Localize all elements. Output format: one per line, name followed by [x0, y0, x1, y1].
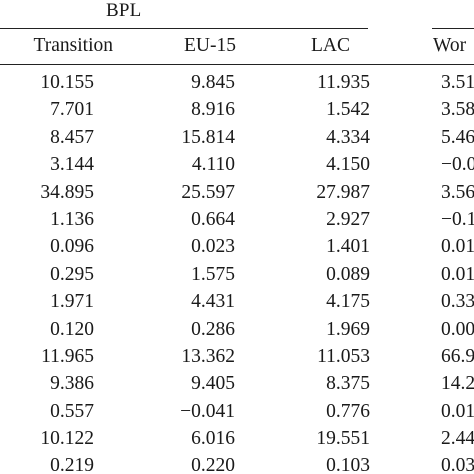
- table-cell: 1.971: [50, 291, 94, 313]
- table-cell: 0.295: [50, 263, 94, 285]
- table-row: 0.219 0.220 0.103 0.03: [0, 454, 474, 474]
- table-cell: 0.664: [191, 208, 235, 230]
- table-cell: 4.431: [191, 291, 235, 313]
- column-header-transition: Transition: [33, 35, 113, 56]
- table-cell: 1.969: [326, 318, 370, 340]
- group-rule-left: [0, 28, 368, 29]
- table-cell: 4.110: [191, 154, 235, 176]
- table-cell: −0.1: [441, 208, 474, 230]
- table-cell: 4.150: [326, 154, 370, 176]
- table-cell: 5.46: [441, 126, 474, 148]
- column-header-eu-15: EU-15: [184, 35, 236, 56]
- header-rule: [0, 64, 474, 65]
- table-cell: 0.023: [191, 236, 235, 258]
- table-cell: 3.51: [441, 72, 474, 93]
- table-cell: 8.457: [50, 126, 94, 148]
- table-cell: 3.56: [441, 181, 474, 203]
- table-cell: 15.814: [181, 126, 235, 148]
- table-cell: 0.219: [50, 455, 94, 474]
- table-cell: 1.136: [50, 208, 94, 230]
- table-cell: 1.575: [191, 263, 235, 285]
- table-cell: 2.927: [326, 208, 370, 230]
- table-cell: 1.401: [326, 236, 370, 258]
- table-row: 1.136 0.664 2.927 −0.1: [0, 208, 474, 235]
- table-cell: 0.103: [326, 455, 370, 474]
- table-row: 10.122 6.016 19.551 2.44: [0, 427, 474, 454]
- table-cell: 0.557: [50, 400, 94, 422]
- table-cell: −0.0: [441, 154, 474, 176]
- table-cell: 0.01: [441, 400, 474, 422]
- table-cell: 9.405: [191, 373, 235, 395]
- table-cell: 3.144: [50, 154, 94, 176]
- table-cell: 0.286: [191, 318, 235, 340]
- column-header-world: Wor: [433, 35, 467, 56]
- table-row: 8.457 15.814 4.334 5.46: [0, 126, 474, 153]
- column-group-label: BPL: [106, 0, 142, 21]
- table-cell: 4.334: [326, 126, 370, 148]
- table-row: 7.701 8.916 1.542 3.58: [0, 98, 474, 125]
- table-body: 10.155 9.845 11.935 3.51 7.701 8.916 1.542 3.58…: [0, 71, 474, 474]
- table-cell: 0.089: [326, 263, 370, 285]
- column-header-lac: LAC: [311, 35, 350, 56]
- table-row: 0.295 1.575 0.089 0.01: [0, 263, 474, 290]
- table-cell: 11.965: [41, 345, 94, 367]
- table-cell: 0.03: [441, 455, 474, 474]
- table-cell: 0.096: [50, 236, 94, 258]
- table-cell: 11.935: [317, 72, 370, 93]
- table-row: 3.144 4.110 4.150 −0.0: [0, 153, 474, 180]
- table-cell: 8.916: [191, 99, 235, 121]
- table-cell: 3.58: [441, 99, 474, 121]
- table-cell: 10.122: [40, 428, 94, 450]
- table-row: 10.155 9.845 11.935 3.51: [0, 71, 474, 98]
- table-cell: 19.551: [316, 428, 370, 450]
- table-cell: 2.44: [441, 428, 474, 450]
- table-cell: 66.9: [441, 345, 474, 367]
- table-cell: −0.041: [180, 400, 235, 422]
- table-cell: 1.542: [326, 99, 370, 121]
- table-cell: 11.053: [317, 345, 370, 367]
- table-row: 34.895 25.597 27.987 3.56: [0, 181, 474, 208]
- table-cell: 0.33: [441, 291, 474, 313]
- table-cell: 0.776: [326, 400, 370, 422]
- table-cell: 34.895: [40, 181, 94, 203]
- table-cell: 13.362: [181, 345, 235, 367]
- table-cell: 7.701: [50, 99, 94, 121]
- table-cell: 4.175: [326, 291, 370, 313]
- table-cell: 0.220: [191, 455, 235, 474]
- table-cell: 8.375: [326, 373, 370, 395]
- table-row: 0.120 0.286 1.969 0.00: [0, 318, 474, 345]
- table-row: 0.557 −0.041 0.776 0.01: [0, 400, 474, 427]
- group-rule-right: [432, 28, 474, 29]
- table-cell: 6.016: [191, 428, 235, 450]
- table-cell: 27.987: [316, 181, 370, 203]
- table-cell: 0.01: [441, 236, 474, 258]
- table-cell: 10.155: [40, 72, 94, 93]
- table-row: 1.971 4.431 4.175 0.33: [0, 290, 474, 317]
- table-row: 11.965 13.362 11.053 66.9: [0, 345, 474, 372]
- table-cell: 0.120: [50, 318, 94, 340]
- table-row: 0.096 0.023 1.401 0.01: [0, 235, 474, 262]
- table-cell: 0.01: [441, 263, 474, 285]
- table-cell: 9.845: [191, 72, 235, 93]
- table-cell: 0.00: [441, 318, 474, 340]
- table-row: 9.386 9.405 8.375 14.2: [0, 372, 474, 399]
- table-cell: 14.2: [441, 373, 474, 395]
- table-cell: 9.386: [50, 373, 94, 395]
- table-cell: 25.597: [181, 181, 235, 203]
